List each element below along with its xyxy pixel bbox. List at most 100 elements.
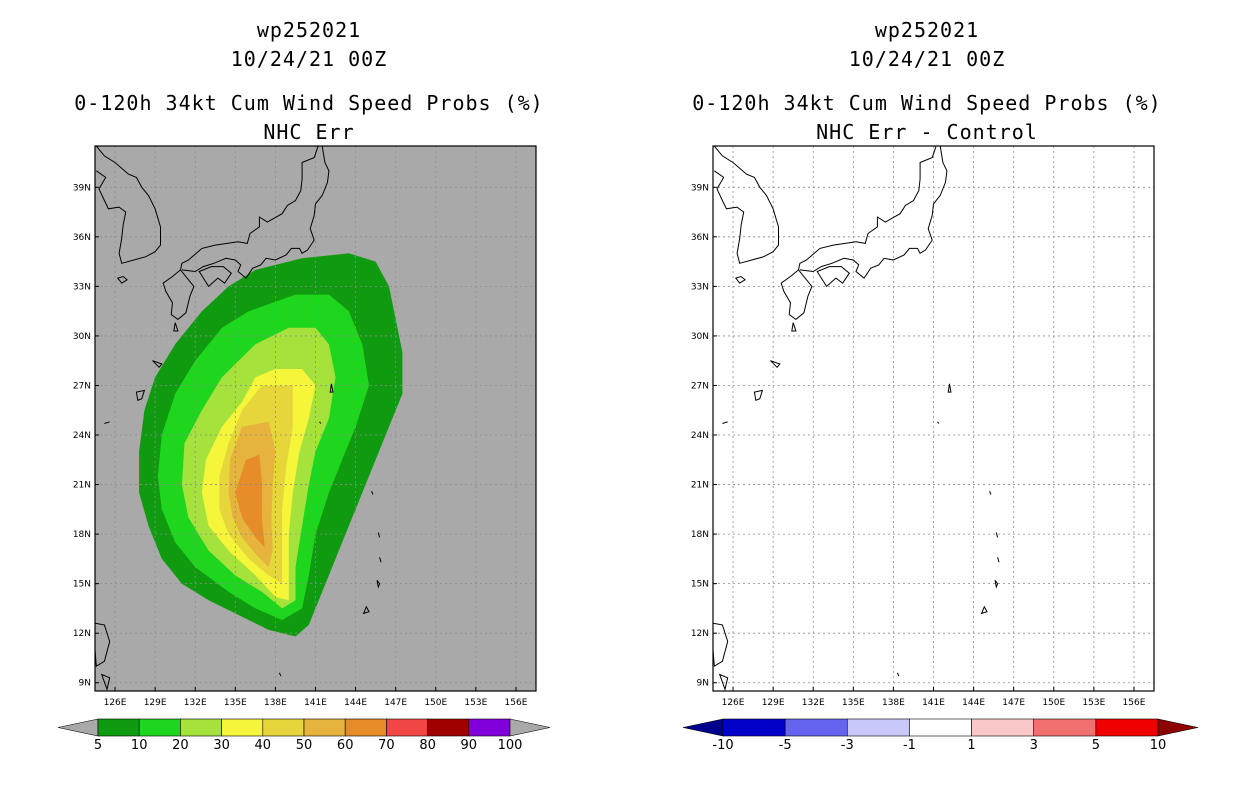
island-coastline bbox=[994, 579, 999, 589]
probability-contour-60pct bbox=[235, 454, 265, 548]
island-coastline bbox=[152, 360, 163, 369]
colorbar-label: 20 bbox=[172, 738, 189, 753]
coastline bbox=[713, 146, 779, 264]
island-coastline bbox=[379, 557, 382, 563]
lat-tick-label: 30N bbox=[73, 332, 91, 342]
island-coastline bbox=[734, 275, 746, 284]
lat-tick-label: 12N bbox=[73, 629, 91, 639]
colorbar-label: 80 bbox=[419, 738, 436, 753]
colorbar-swatch bbox=[262, 718, 305, 737]
colorbar-over-arrow bbox=[1157, 718, 1199, 737]
lat-tick-label: 33N bbox=[691, 282, 709, 292]
island-coastline bbox=[100, 673, 111, 691]
lon-tick-label: 150E bbox=[1042, 698, 1065, 708]
lon-tick-label: 156E bbox=[505, 698, 528, 708]
lat-tick-label: 9N bbox=[79, 679, 91, 689]
colorbar-label: 60 bbox=[337, 738, 354, 753]
lon-tick-label: 129E bbox=[762, 698, 785, 708]
colorbar-label: 1 bbox=[967, 738, 975, 753]
difference-map: 39N 36N 33N 30N 27N 24N 21N 18N 15N 12N 9N 126E 129E… bbox=[682, 145, 1199, 753]
lon-tick-label: 144E bbox=[962, 698, 985, 708]
colorbar-label: 50 bbox=[296, 738, 313, 753]
lon-tick-label: 156E bbox=[1123, 698, 1146, 708]
lon-tick-label: 135E bbox=[842, 698, 865, 708]
island-coastline bbox=[135, 389, 146, 401]
island-coastline bbox=[791, 322, 797, 332]
storm-id-title: wp252021 bbox=[874, 18, 980, 42]
island-coastline bbox=[371, 491, 374, 495]
colorbar-swatch bbox=[846, 718, 910, 737]
date-time-title: 10/24/21 00Z bbox=[230, 47, 388, 71]
island-coastline bbox=[173, 322, 179, 332]
sub-title: NHC Err bbox=[263, 120, 355, 144]
island-coastline bbox=[770, 360, 781, 369]
lon-tick-label: 126E bbox=[104, 698, 127, 708]
colorbar-label: -1 bbox=[903, 738, 916, 753]
island-coastline bbox=[997, 557, 1000, 563]
colorbar-swatch bbox=[427, 718, 470, 737]
date-time-title: 10/24/21 00Z bbox=[848, 47, 1006, 71]
colorbar-label: -5 bbox=[779, 738, 792, 753]
colorbar-label: 70 bbox=[378, 738, 395, 753]
panel-nhc-err: wp252021 10/24/21 00Z 0-120h 34kt Cum Wi… bbox=[57, 18, 551, 753]
island-coastline bbox=[95, 622, 111, 668]
island-coastline bbox=[937, 421, 940, 424]
island-coastline bbox=[753, 389, 764, 401]
island-coastline bbox=[362, 605, 370, 615]
colorbar-swatch bbox=[221, 718, 264, 737]
lon-tick-label: 144E bbox=[344, 698, 367, 708]
colorbar-under-arrow bbox=[57, 718, 99, 737]
colorbar-swatch bbox=[971, 718, 1035, 737]
island-coastline bbox=[198, 266, 232, 288]
colorbar-swatch bbox=[468, 718, 511, 737]
lon-tick-label: 147E bbox=[384, 698, 407, 708]
island-coastline bbox=[722, 421, 728, 424]
colorbar-label: 10 bbox=[1150, 738, 1167, 753]
coastline bbox=[95, 146, 161, 264]
island-coastline bbox=[329, 383, 334, 393]
lon-tick-label: 153E bbox=[464, 698, 487, 708]
lat-tick-label: 24N bbox=[73, 431, 91, 441]
island-coastline bbox=[896, 672, 900, 677]
colorbar-swatch bbox=[909, 718, 972, 737]
lat-tick-label: 30N bbox=[691, 332, 709, 342]
colorbar-swatch bbox=[1095, 718, 1159, 737]
lat-tick-label: 21N bbox=[73, 481, 91, 491]
colorbar-label: -3 bbox=[841, 738, 854, 753]
lat-tick-label: 39N bbox=[73, 183, 91, 193]
colorbar-label: 100 bbox=[498, 738, 523, 753]
island-coastline bbox=[816, 266, 850, 288]
lon-tick-label: 138E bbox=[882, 698, 905, 708]
lon-tick-label: 150E bbox=[424, 698, 447, 708]
lat-tick-label: 15N bbox=[73, 580, 91, 590]
lon-tick-label: 153E bbox=[1082, 698, 1105, 708]
lat-tick-label: 12N bbox=[691, 629, 709, 639]
product-title: 0-120h 34kt Cum Wind Speed Probs (%) bbox=[692, 91, 1162, 115]
lon-tick-label: 135E bbox=[224, 698, 247, 708]
lat-tick-label: 21N bbox=[691, 481, 709, 491]
lon-tick-label: 129E bbox=[144, 698, 167, 708]
colorbar-label: 5 bbox=[1092, 738, 1100, 753]
colorbar-label: 3 bbox=[1030, 738, 1038, 753]
colorbar-swatch bbox=[1033, 718, 1097, 737]
lat-tick-label: 27N bbox=[691, 381, 709, 391]
storm-id-title: wp252021 bbox=[256, 18, 362, 42]
lon-tick-label: 147E bbox=[1002, 698, 1025, 708]
colorbar-label: 30 bbox=[213, 738, 230, 753]
colorbar-label: -10 bbox=[712, 738, 733, 753]
panel-nhc-err-control: wp252021 10/24/21 00Z 0-120h 34kt Cum Wi… bbox=[618, 0, 1236, 800]
coastline bbox=[799, 146, 948, 279]
colorbar-swatch bbox=[303, 718, 346, 737]
colorbar-label: 5 bbox=[94, 738, 102, 753]
colorbar-swatch bbox=[138, 718, 181, 737]
coastline bbox=[780, 146, 937, 321]
island-coastline bbox=[116, 275, 128, 284]
colorbar-label: 40 bbox=[255, 738, 272, 753]
sub-title: NHC Err - Control bbox=[816, 120, 1038, 144]
island-coastline bbox=[104, 421, 110, 424]
island-coastline bbox=[319, 421, 322, 424]
colorbar-swatch bbox=[784, 718, 848, 737]
colorbar-over-arrow bbox=[509, 718, 551, 737]
colorbar-swatch bbox=[344, 718, 387, 737]
colorbar-swatch bbox=[97, 718, 140, 737]
